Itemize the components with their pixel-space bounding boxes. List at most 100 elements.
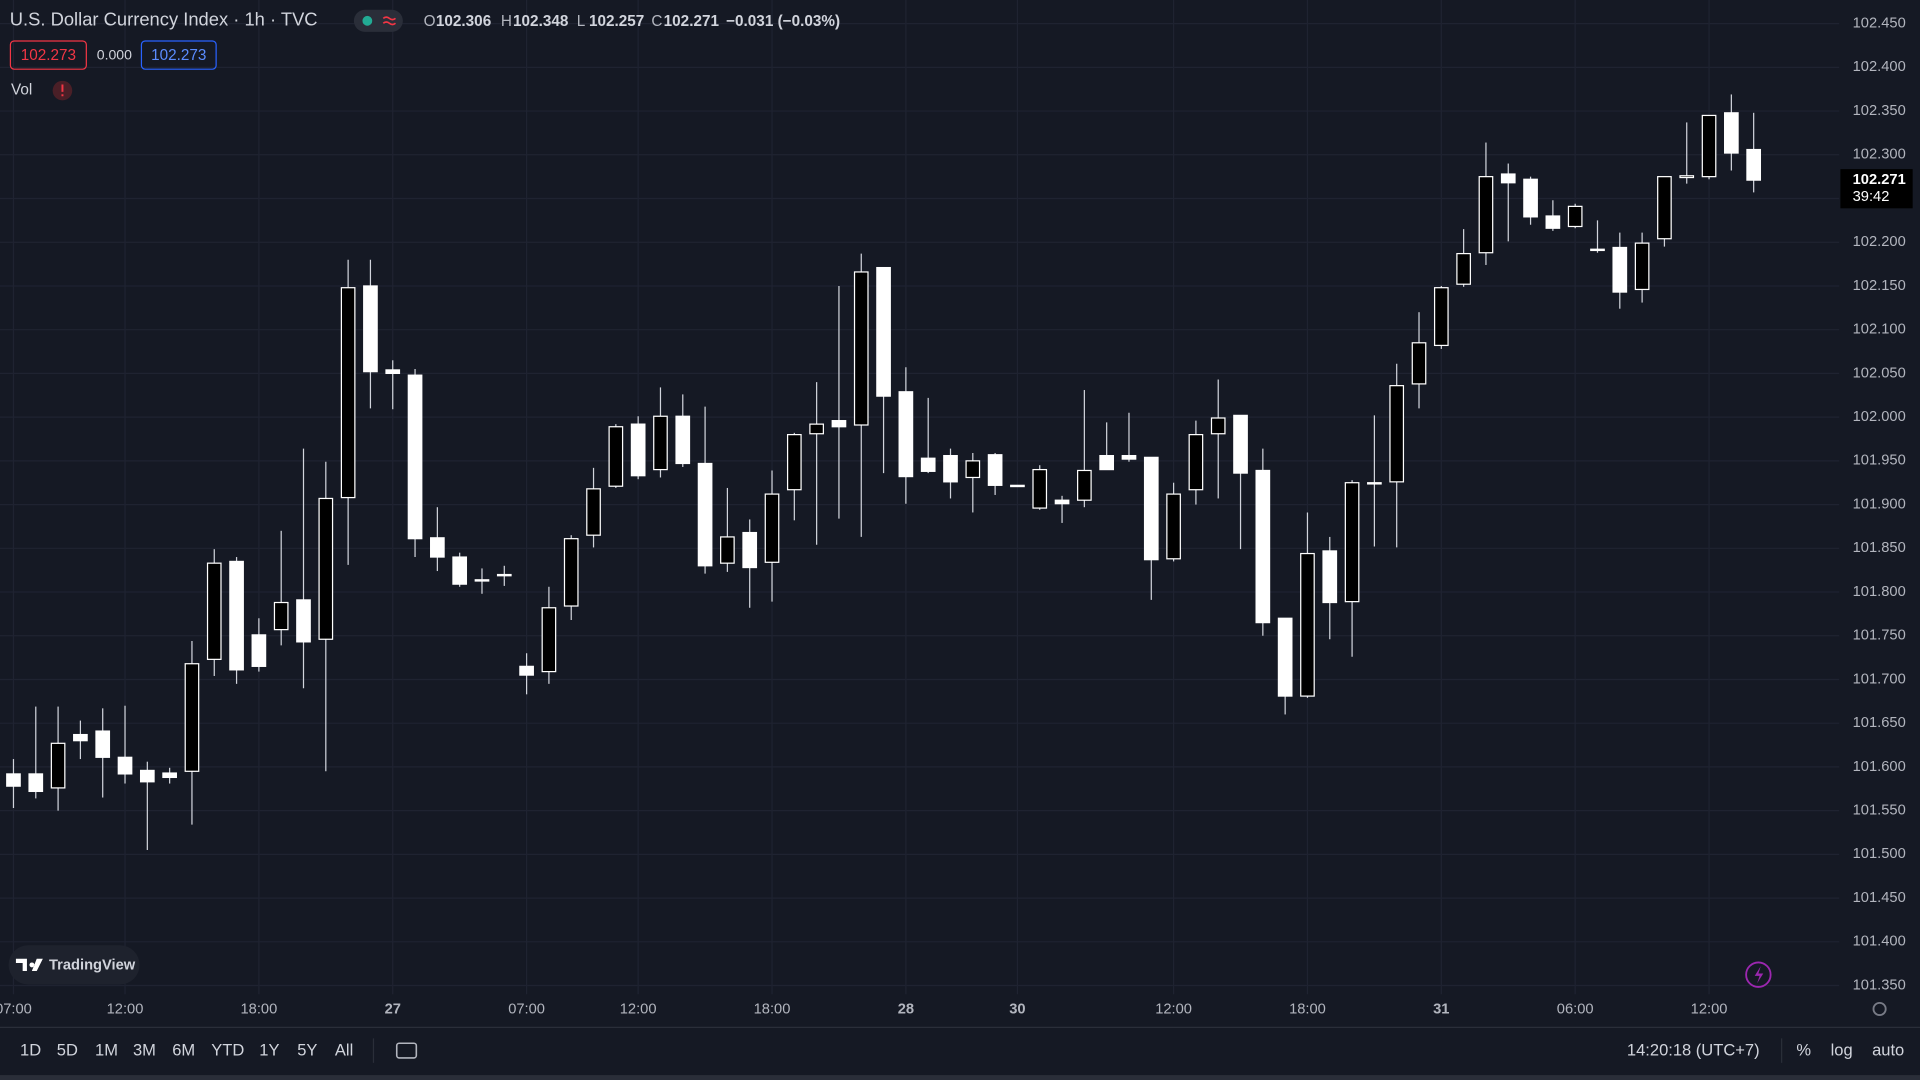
clock[interactable]: 14:20:18 (UTC+7): [1627, 1041, 1760, 1060]
candle-body: [452, 556, 468, 585]
y-tick-label: 101.900: [1853, 496, 1906, 512]
candle-body: [831, 420, 847, 428]
y-tick-label: 101.350: [1853, 977, 1906, 993]
x-tick-label: 12:00: [1691, 1001, 1728, 1017]
candle-body: [898, 391, 914, 478]
candle-body: [1032, 468, 1048, 509]
scale-button[interactable]: log: [1831, 1041, 1853, 1060]
candle-body: [1411, 342, 1427, 385]
candle-body: [764, 493, 780, 563]
candle-body: [742, 531, 758, 569]
candle-body: [1523, 178, 1538, 218]
branding-box[interactable]: [8, 945, 140, 985]
candle-body: [1099, 454, 1115, 471]
y-tick-label: 101.700: [1853, 671, 1906, 687]
price-tag-countdown: 39:42: [1853, 189, 1890, 205]
alert-icon[interactable]: [1745, 961, 1772, 988]
candle-body: [1367, 482, 1382, 485]
candle-body: [229, 560, 244, 671]
ohlc-value: 102.257: [589, 13, 644, 30]
ask-price: 102.273: [151, 47, 206, 64]
y-tick-label: 102.000: [1853, 409, 1906, 425]
y-tick-label: 101.550: [1853, 803, 1906, 819]
scale-button[interactable]: %: [1796, 1041, 1811, 1060]
candle-body: [1567, 205, 1583, 228]
candle-body: [363, 285, 378, 373]
candle-body: [1322, 550, 1338, 604]
candle-body: [1389, 385, 1405, 483]
candle-body: [1746, 148, 1762, 181]
branding-text: TradingView: [49, 957, 136, 973]
candle-body: [720, 536, 735, 564]
ask-box: [140, 40, 217, 70]
x-tick-label: 12:00: [620, 1001, 657, 1017]
warning-mark: [61, 84, 64, 92]
range-button[interactable]: 5Y: [297, 1041, 317, 1060]
x-tick-label: 27: [385, 1001, 401, 1017]
range-button[interactable]: 1M: [95, 1041, 118, 1060]
range-button[interactable]: 1Y: [259, 1041, 279, 1060]
x-tick-label: 18:00: [754, 1001, 791, 1017]
status-pill[interactable]: [353, 9, 403, 32]
candle-body: [519, 665, 534, 676]
y-tick-label: 102.450: [1853, 15, 1906, 31]
x-tick-label: 07:00: [508, 1001, 545, 1017]
candle-body: [1233, 414, 1248, 474]
candle-body: [1701, 114, 1717, 178]
candle-body: [1679, 175, 1695, 179]
candle-body: [139, 769, 155, 783]
candle-body: [1456, 252, 1471, 285]
candle-body: [318, 497, 334, 640]
scale-button[interactable]: auto: [1872, 1041, 1904, 1060]
candle-body: [1300, 552, 1315, 697]
y-tick-label: 102.050: [1853, 365, 1906, 381]
bottom-toolbar: 1D 5D 1M 3M 6M YTD 1Y 5Y All 14:20:18 (UTC+7)% log…: [20, 1041, 1904, 1060]
y-tick-label: 102.400: [1853, 59, 1906, 75]
x-tick-label: 31: [1433, 1001, 1449, 1017]
candle-body: [1634, 242, 1650, 291]
candle-body: [943, 454, 958, 483]
alert-bolt: [1754, 966, 1764, 984]
candle-body: [6, 773, 21, 787]
branding-logo: [15, 958, 43, 972]
y-tick-label: 101.950: [1853, 453, 1906, 469]
ohlc-key: L: [577, 13, 586, 30]
x-tick-label: 07:00: [0, 1001, 32, 1017]
candle-body: [920, 457, 936, 472]
y-tick-label: 101.400: [1853, 934, 1906, 950]
x-tick-label: 12:00: [107, 1001, 144, 1017]
candle-body: [1612, 246, 1628, 293]
range-button[interactable]: YTD: [211, 1041, 244, 1060]
candle-body: [340, 287, 356, 499]
y-tick-label: 101.850: [1853, 540, 1906, 556]
candle-body: [73, 733, 88, 742]
chart-title: U.S. Dollar Currency Index · 1h · TVC: [10, 9, 318, 30]
ohlc-value: 102.271: [664, 13, 720, 30]
range-button[interactable]: 1D: [20, 1041, 41, 1060]
range-button[interactable]: 6M: [172, 1041, 195, 1060]
x-tick-label: 06:00: [1557, 1001, 1594, 1017]
candle-body: [430, 537, 445, 558]
candle-body: [273, 601, 289, 631]
candle-body: [296, 599, 311, 643]
date-range-icon[interactable]: [395, 1042, 418, 1059]
candle-body: [1724, 112, 1739, 154]
range-button[interactable]: All: [335, 1041, 353, 1060]
candle-body: [407, 374, 423, 540]
candle-body: [786, 434, 802, 491]
y-tick-label: 102.350: [1853, 103, 1906, 119]
candle-body: [474, 579, 490, 582]
settings-icon[interactable]: [1872, 1001, 1887, 1017]
range-button[interactable]: 3M: [133, 1041, 156, 1060]
candle-body: [1500, 173, 1516, 184]
candle-body: [184, 663, 200, 772]
range-button[interactable]: 5D: [57, 1041, 78, 1060]
ohlc-key: O: [424, 13, 436, 30]
y-tick-label: 101.600: [1853, 759, 1906, 775]
candle-body: [608, 426, 624, 487]
candle-body: [1255, 469, 1271, 624]
bid-price: 102.273: [21, 47, 76, 64]
